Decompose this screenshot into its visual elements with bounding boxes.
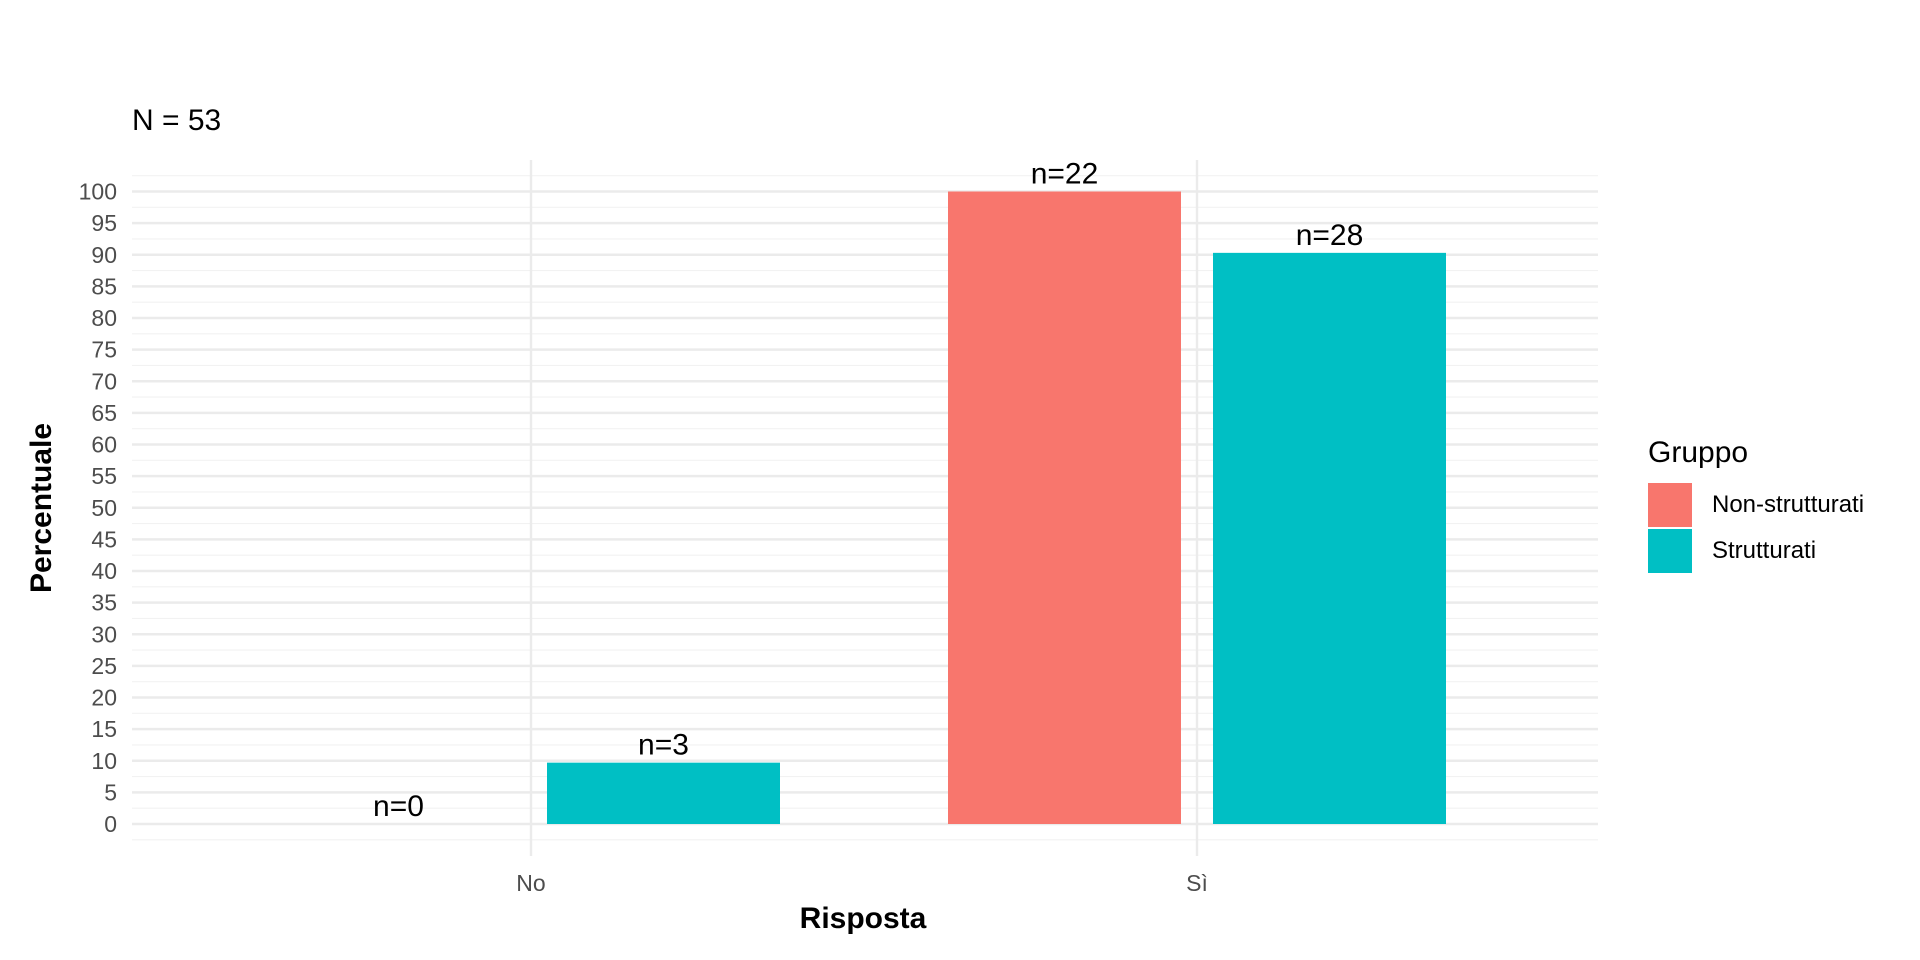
y-tick-label: 95 <box>91 210 117 236</box>
y-tick-label: 85 <box>91 273 117 299</box>
y-tick-label: 90 <box>91 242 117 268</box>
y-tick-label: 20 <box>91 685 117 711</box>
legend-item-strutturati: Strutturati <box>1648 528 1864 574</box>
y-tick-label: 35 <box>91 590 117 616</box>
y-tick-label: 45 <box>91 526 117 552</box>
data-label: n=0 <box>373 790 424 823</box>
y-tick-label: 60 <box>91 432 117 458</box>
legend-label: Non-strutturati <box>1712 491 1865 518</box>
legend-item-non-strutturati: Non-strutturati <box>1648 482 1864 528</box>
bar-non-strutturati-sì <box>948 191 1181 824</box>
tick-label-layer: 0 5 10 15 20 25 30 35 40 45 50 55 60 65 70 75 80 85 90 95 10… <box>79 179 1208 897</box>
y-tick-label: 65 <box>91 400 117 426</box>
y-tick-label: 80 <box>91 305 117 331</box>
y-tick-label: 30 <box>91 621 117 647</box>
legend-swatch <box>1648 529 1692 573</box>
y-tick-label: 5 <box>104 779 117 805</box>
data-label-layer: n=0 n=22 n=3 n=28 <box>373 158 1363 824</box>
data-label: n=28 <box>1296 219 1364 252</box>
y-axis-title: Percentuale <box>25 422 58 594</box>
y-tick-label: 70 <box>91 368 117 394</box>
y-tick-label: 25 <box>91 653 117 679</box>
y-tick-label: 15 <box>91 716 117 742</box>
chart-subtitle: N = 53 <box>132 104 222 137</box>
y-tick-label: 0 <box>104 811 117 837</box>
y-tick-label: 55 <box>91 463 117 489</box>
legend: Gruppo Non-strutturati Strutturati <box>1648 436 1864 574</box>
legend-label: Strutturati <box>1712 537 1817 564</box>
x-tick-label: No <box>516 870 545 896</box>
legend-title: Gruppo <box>1648 436 1749 469</box>
y-tick-label: 40 <box>91 558 117 584</box>
x-tick-label: Sì <box>1186 870 1208 896</box>
bar-strutturati-no <box>547 762 780 824</box>
y-tick-label: 10 <box>91 748 117 774</box>
y-tick-label: 50 <box>91 495 117 521</box>
legend-swatch <box>1648 483 1692 527</box>
bar-layer <box>547 191 1446 825</box>
bar-strutturati-sì <box>1213 252 1446 825</box>
data-label: n=3 <box>638 729 689 762</box>
y-tick-label: 75 <box>91 337 117 363</box>
data-label: n=22 <box>1031 158 1099 191</box>
y-tick-label: 100 <box>79 179 117 205</box>
x-axis-title: Risposta <box>799 902 927 935</box>
